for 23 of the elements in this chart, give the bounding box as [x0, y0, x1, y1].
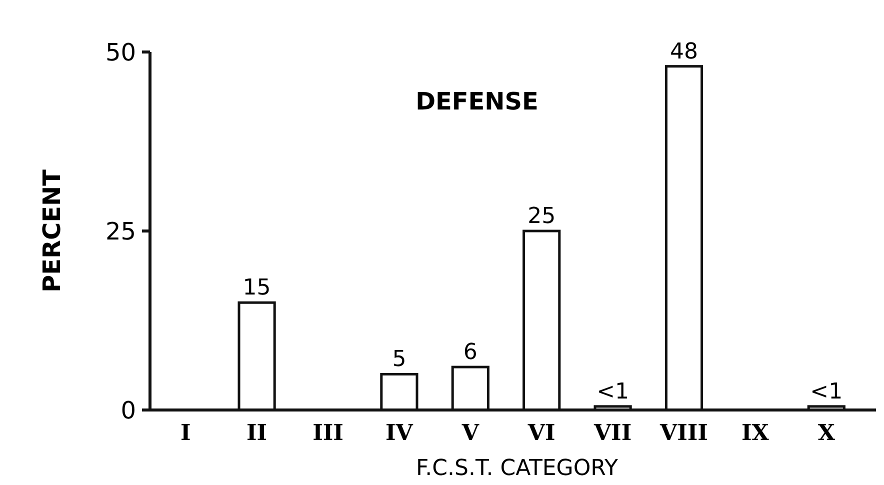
data-label: <1	[596, 379, 630, 404]
x-tick-label: V	[460, 420, 480, 446]
x-tick-label: I	[180, 420, 191, 446]
y-tick-label: 50	[105, 38, 136, 66]
data-label: <1	[810, 379, 843, 404]
x-tick-label: IX	[742, 420, 770, 446]
y-tick-label: 0	[120, 396, 136, 424]
data-label: 25	[528, 204, 556, 229]
x-tick-label: VI	[526, 420, 556, 446]
x-tick-label: VIII	[659, 420, 708, 446]
data-label: 5	[392, 347, 406, 372]
x-tick-label: X	[818, 420, 836, 446]
y-axis-title: PERCENT	[38, 168, 66, 292]
x-tick-label: VII	[592, 420, 632, 446]
y-tick-label: 25	[105, 217, 136, 246]
data-label: 6	[463, 340, 478, 366]
x-tick-label: II	[246, 420, 268, 446]
x-tick-label: IV	[386, 420, 414, 446]
data-label: 48	[670, 39, 698, 64]
x-axis-title: F.C.S.T. CATEGORY	[416, 456, 619, 481]
x-tick-label: III	[312, 420, 344, 446]
data-label: 15	[242, 276, 271, 301]
text: DEFENSE	[416, 87, 538, 116]
